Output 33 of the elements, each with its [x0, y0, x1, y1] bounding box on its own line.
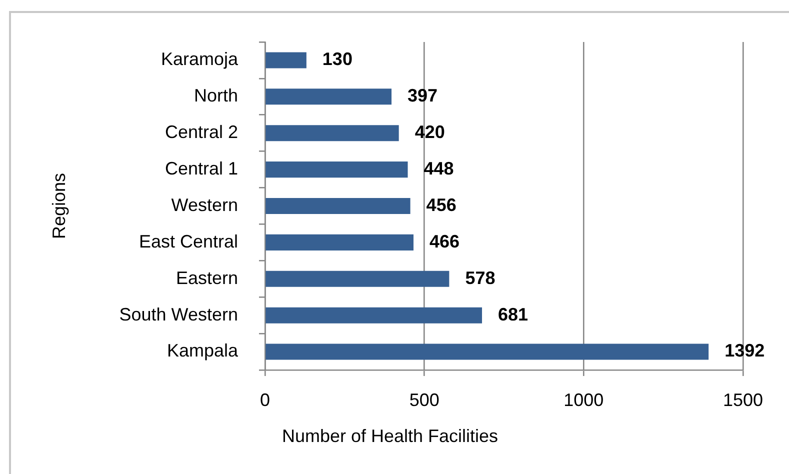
- data-label: 448: [424, 158, 454, 179]
- bar: [266, 234, 414, 250]
- data-label: 397: [408, 86, 438, 106]
- y-tick-label: Western: [171, 194, 238, 215]
- bar: [266, 198, 410, 214]
- y-tick-label: Eastern: [176, 268, 238, 288]
- data-label: 681: [498, 304, 528, 324]
- data-label: 130: [322, 49, 352, 70]
- y-axis-title: Regions: [48, 172, 69, 240]
- bar: [266, 52, 306, 68]
- x-tick-label: 1500: [722, 390, 764, 410]
- data-label: 578: [465, 268, 496, 288]
- y-tick-label: Kampala: [166, 340, 239, 361]
- bar: [266, 125, 399, 142]
- data-label: 456: [426, 194, 456, 215]
- x-tick-label: 1000: [564, 390, 604, 410]
- data-label: 1392: [724, 340, 765, 361]
- x-axis-title: Number of Health Facilities: [282, 426, 498, 446]
- y-tick-label: Karamoja: [160, 49, 239, 70]
- data-label: 466: [430, 231, 460, 252]
- data-label: 420: [414, 122, 445, 142]
- y-tick-label: East Central: [138, 231, 238, 252]
- y-tick-label: Central 2: [164, 122, 238, 142]
- x-tick-label: 500: [409, 390, 440, 410]
- y-tick-label: North: [194, 86, 238, 106]
- bar: [266, 307, 482, 324]
- bar: [266, 270, 450, 287]
- bar: [266, 162, 408, 178]
- y-tick-label: Central 1: [164, 158, 238, 179]
- x-tick-label: 0: [260, 390, 270, 410]
- bar: [266, 344, 709, 360]
- bar: [266, 88, 392, 105]
- y-tick-label: South Western: [119, 304, 238, 324]
